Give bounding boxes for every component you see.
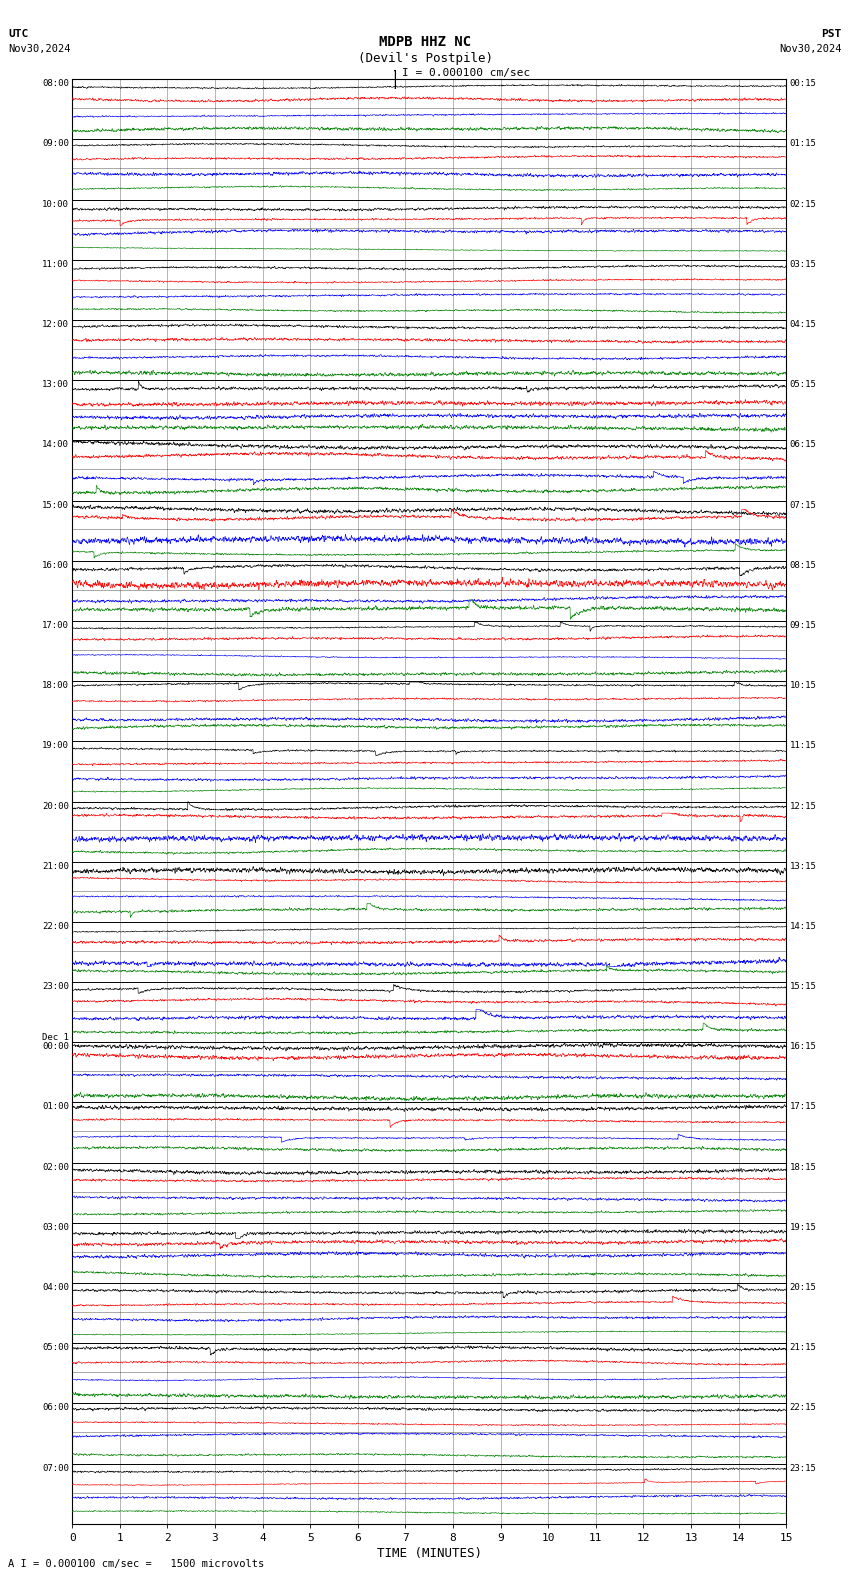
Text: 23:00: 23:00 — [42, 982, 69, 992]
Text: 14:00: 14:00 — [42, 440, 69, 450]
Text: 08:00: 08:00 — [42, 79, 69, 89]
Text: 04:15: 04:15 — [790, 320, 817, 329]
Text: 04:00: 04:00 — [42, 1283, 69, 1293]
Text: Nov30,2024: Nov30,2024 — [779, 44, 842, 54]
Text: Nov30,2024: Nov30,2024 — [8, 44, 71, 54]
Text: 15:15: 15:15 — [790, 982, 817, 992]
Text: 07:00: 07:00 — [42, 1464, 69, 1473]
Text: 01:00: 01:00 — [42, 1102, 69, 1112]
Text: 02:00: 02:00 — [42, 1163, 69, 1172]
Text: 20:15: 20:15 — [790, 1283, 817, 1293]
Text: 17:15: 17:15 — [790, 1102, 817, 1112]
Text: 08:15: 08:15 — [790, 561, 817, 570]
Text: 01:15: 01:15 — [790, 139, 817, 149]
Text: 16:15: 16:15 — [790, 1042, 817, 1052]
Text: 09:15: 09:15 — [790, 621, 817, 630]
Text: 18:00: 18:00 — [42, 681, 69, 691]
Text: 18:15: 18:15 — [790, 1163, 817, 1172]
Text: 19:00: 19:00 — [42, 741, 69, 751]
Text: 09:00: 09:00 — [42, 139, 69, 149]
Text: 10:00: 10:00 — [42, 200, 69, 209]
Text: 21:00: 21:00 — [42, 862, 69, 871]
Text: 15:00: 15:00 — [42, 501, 69, 510]
Text: 06:00: 06:00 — [42, 1403, 69, 1413]
Text: 17:00: 17:00 — [42, 621, 69, 630]
Text: 03:00: 03:00 — [42, 1223, 69, 1232]
Text: 13:00: 13:00 — [42, 380, 69, 390]
Text: 00:15: 00:15 — [790, 79, 817, 89]
Text: 10:15: 10:15 — [790, 681, 817, 691]
Text: (Devil's Postpile): (Devil's Postpile) — [358, 52, 492, 65]
Text: 00:00: 00:00 — [42, 1042, 69, 1052]
Text: PST: PST — [821, 29, 842, 38]
Text: I = 0.000100 cm/sec: I = 0.000100 cm/sec — [402, 68, 530, 78]
Text: 16:00: 16:00 — [42, 561, 69, 570]
Text: MDPB HHZ NC: MDPB HHZ NC — [379, 35, 471, 49]
X-axis label: TIME (MINUTES): TIME (MINUTES) — [377, 1548, 482, 1560]
Text: Dec 1: Dec 1 — [42, 1033, 69, 1042]
Text: 13:15: 13:15 — [790, 862, 817, 871]
Text: 21:15: 21:15 — [790, 1343, 817, 1353]
Text: 22:00: 22:00 — [42, 922, 69, 931]
Text: 03:15: 03:15 — [790, 260, 817, 269]
Text: 22:15: 22:15 — [790, 1403, 817, 1413]
Text: A I = 0.000100 cm/sec =   1500 microvolts: A I = 0.000100 cm/sec = 1500 microvolts — [8, 1559, 264, 1568]
Text: 12:00: 12:00 — [42, 320, 69, 329]
Text: UTC: UTC — [8, 29, 29, 38]
Text: 20:00: 20:00 — [42, 802, 69, 811]
Text: 02:15: 02:15 — [790, 200, 817, 209]
Text: 05:15: 05:15 — [790, 380, 817, 390]
Text: 06:15: 06:15 — [790, 440, 817, 450]
Text: 07:15: 07:15 — [790, 501, 817, 510]
Text: 23:15: 23:15 — [790, 1464, 817, 1473]
Text: 14:15: 14:15 — [790, 922, 817, 931]
Text: 19:15: 19:15 — [790, 1223, 817, 1232]
Text: 11:00: 11:00 — [42, 260, 69, 269]
Text: 12:15: 12:15 — [790, 802, 817, 811]
Text: 05:00: 05:00 — [42, 1343, 69, 1353]
Text: 11:15: 11:15 — [790, 741, 817, 751]
